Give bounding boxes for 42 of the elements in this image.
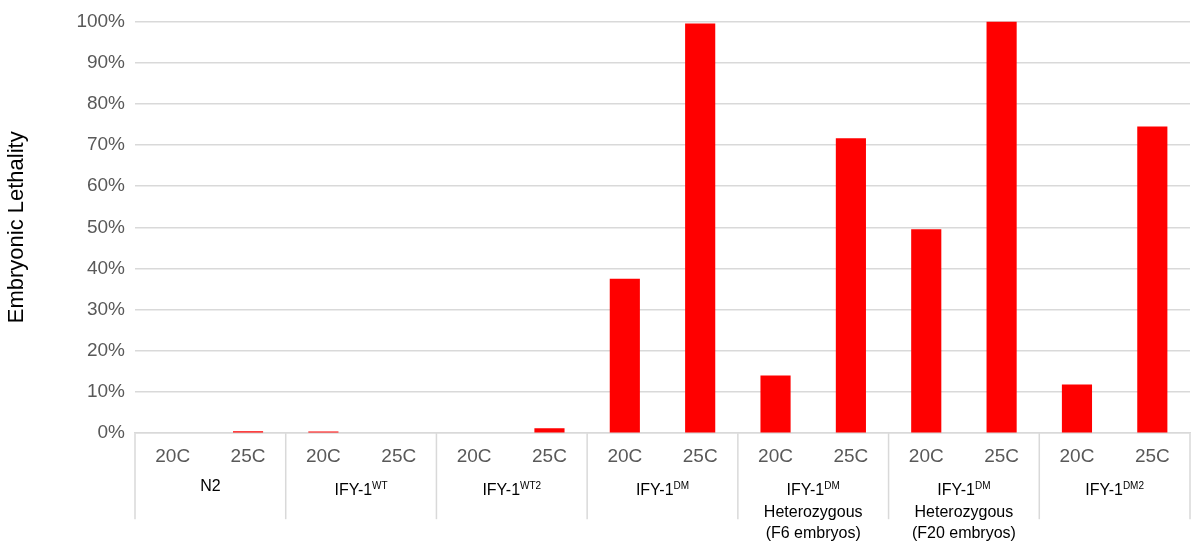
x-tick-label: 25C bbox=[230, 444, 266, 466]
y-tick-label: 40% bbox=[86, 256, 126, 278]
text: IFY-1$^{DM}$ Heterozygous (F6 embryos) bbox=[762, 479, 864, 543]
text: IFY-1$^{DM2}$ bbox=[1084, 479, 1145, 501]
bar bbox=[760, 375, 791, 433]
bar bbox=[986, 21, 1017, 433]
y-tick-label: 20% bbox=[86, 339, 126, 361]
y-axis-title: Embryonic Lethality bbox=[3, 131, 29, 324]
x-tick-label: 20C bbox=[908, 444, 944, 466]
x-tick-label: 20C bbox=[758, 444, 793, 466]
x-tick-label: 25C bbox=[381, 444, 417, 466]
y-tick-label: 70% bbox=[86, 133, 126, 155]
bar bbox=[1137, 126, 1168, 433]
bar bbox=[685, 23, 716, 433]
y-tick-label: 10% bbox=[86, 380, 126, 402]
x-tick-label: 25C bbox=[532, 444, 567, 466]
x-tick-label: 20C bbox=[305, 444, 341, 466]
y-tick-label: 80% bbox=[86, 91, 126, 113]
x-tick-label: 25C bbox=[833, 444, 869, 466]
x-tick-label: 25C bbox=[984, 444, 1020, 466]
bar bbox=[1061, 384, 1093, 433]
text: IFY-1$^{WT2}$ bbox=[481, 479, 543, 501]
y-tick-label: 30% bbox=[86, 297, 126, 319]
text: IFY-1$^{DM}$ Heterozygous (F20 embryos) bbox=[910, 479, 1017, 543]
x-tick-label: 25C bbox=[1134, 444, 1170, 466]
text: N2 bbox=[199, 476, 222, 497]
text: IFY-1$^{WT}$ bbox=[333, 479, 389, 501]
x-tick-label: 20C bbox=[1059, 444, 1095, 466]
x-tick-label: 25C bbox=[682, 444, 718, 466]
x-tick-label: 20C bbox=[155, 444, 191, 466]
bar bbox=[835, 138, 866, 433]
text: IFY-1$^{DM}$ bbox=[634, 479, 691, 501]
bar bbox=[911, 229, 942, 433]
y-tick-label: 100% bbox=[76, 9, 126, 31]
y-tick-label: 90% bbox=[86, 50, 126, 72]
x-tick-label: 20C bbox=[607, 444, 643, 466]
bar bbox=[609, 278, 640, 433]
y-tick-label: 60% bbox=[86, 174, 126, 196]
y-tick-label: 50% bbox=[86, 215, 126, 237]
bar bbox=[534, 428, 565, 433]
x-tick-label: 20C bbox=[456, 444, 492, 466]
y-tick-label: 0% bbox=[97, 421, 126, 443]
